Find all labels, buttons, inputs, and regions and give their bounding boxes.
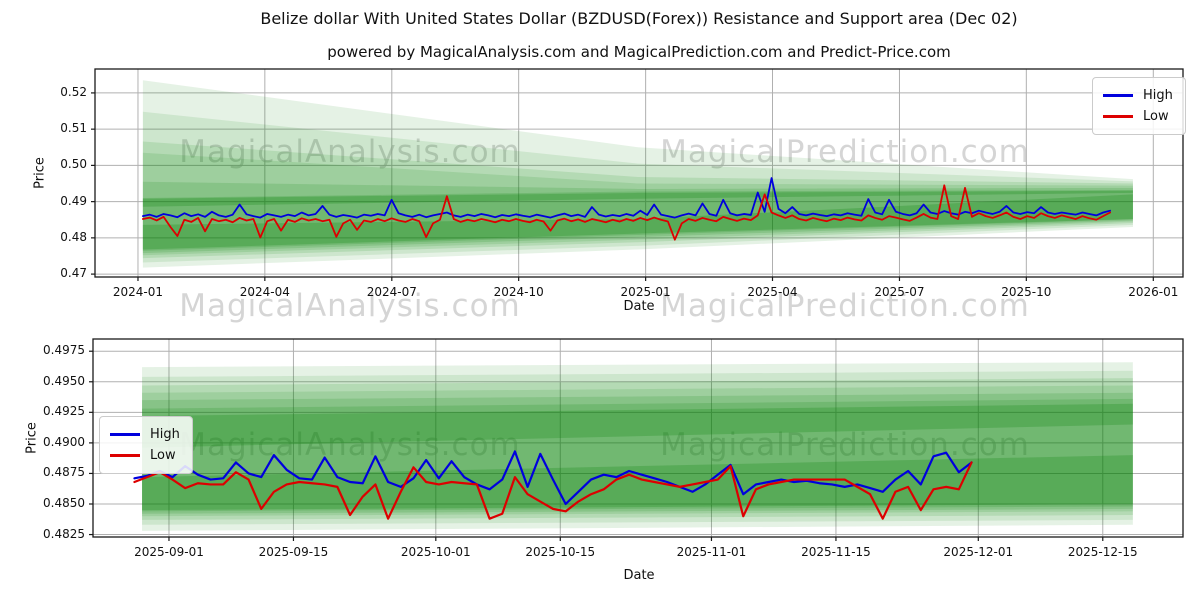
legend-item-high: High [110, 424, 180, 445]
legend-item-low: Low [1103, 106, 1173, 127]
legend-bottom-chart: High Low [99, 416, 193, 474]
x-tick-label: 2025-01 [620, 285, 671, 299]
watermark-analysis: MagicalAnalysis.com [179, 427, 521, 463]
y-tick-label: 0.4900 [43, 434, 85, 449]
x-axis-label-top: Date [623, 299, 655, 314]
legend-label-high: High [150, 427, 180, 442]
x-tick-label: 2025-07 [874, 285, 925, 299]
low-line-swatch [110, 454, 140, 457]
x-axis-label-bottom: Date [623, 568, 655, 583]
page-title: Belize dollar With United States Dollar … [260, 9, 1018, 28]
legend-item-low: Low [110, 445, 180, 466]
high-line-swatch [1103, 94, 1133, 97]
legend-label-low: Low [1143, 109, 1169, 124]
y-tick-label: 0.4850 [43, 496, 85, 510]
x-tick-label: 2025-12-01 [943, 545, 1014, 559]
x-tick-label: 2025-11-01 [676, 545, 747, 559]
high-line-swatch [110, 433, 140, 436]
x-tick-label: 2024-07 [366, 285, 417, 299]
x-tick-label: 2026-01 [1128, 285, 1179, 299]
x-tick-label: 2025-10-15 [525, 545, 596, 559]
x-tick-label: 2024-01 [112, 285, 164, 299]
page-subtitle: powered by MagicalAnalysis.com and Magic… [327, 43, 951, 61]
legend-top-chart: High Low [1092, 77, 1186, 135]
y-tick-label: 0.52 [60, 84, 87, 99]
y-tick-label: 0.4875 [43, 465, 85, 480]
x-tick-label: 2024-04 [239, 285, 290, 299]
watermark-analysis: MagicalAnalysis.com [179, 288, 521, 324]
watermark-prediction: MagicalPrediction.com [660, 288, 1030, 324]
y-tick-label: 0.49 [60, 193, 87, 208]
y-tick-label: 0.50 [60, 157, 87, 172]
x-tick-label: 2025-10-01 [400, 545, 471, 559]
y-tick-label: 0.4975 [43, 343, 85, 358]
y-tick-label: 0.4925 [43, 404, 85, 419]
y-tick-label: 0.51 [60, 121, 87, 136]
watermark-analysis: MagicalAnalysis.com [179, 134, 521, 170]
y-tick-label: 0.47 [60, 266, 87, 281]
x-tick-label: 2025-11-15 [801, 545, 871, 559]
x-tick-label: 2024-10 [493, 285, 544, 299]
legend-label-high: High [1143, 88, 1173, 103]
x-tick-label: 2025-04 [747, 285, 798, 299]
watermark-prediction: MagicalPrediction.com [660, 427, 1030, 463]
x-tick-label: 2025-09-15 [258, 545, 329, 559]
y-tick-label: 0.4825 [43, 526, 85, 541]
legend-label-low: Low [150, 448, 176, 463]
x-tick-label: 2025-09-01 [134, 545, 204, 559]
low-line-swatch [1103, 115, 1133, 118]
x-tick-label: 2025-10 [1001, 285, 1052, 299]
watermark-prediction: MagicalPrediction.com [660, 134, 1030, 170]
y-tick-label: 0.48 [60, 229, 87, 244]
y-tick-label: 0.4950 [43, 373, 85, 388]
legend-item-high: High [1103, 85, 1173, 106]
x-tick-label: 2025-12-15 [1067, 545, 1138, 559]
